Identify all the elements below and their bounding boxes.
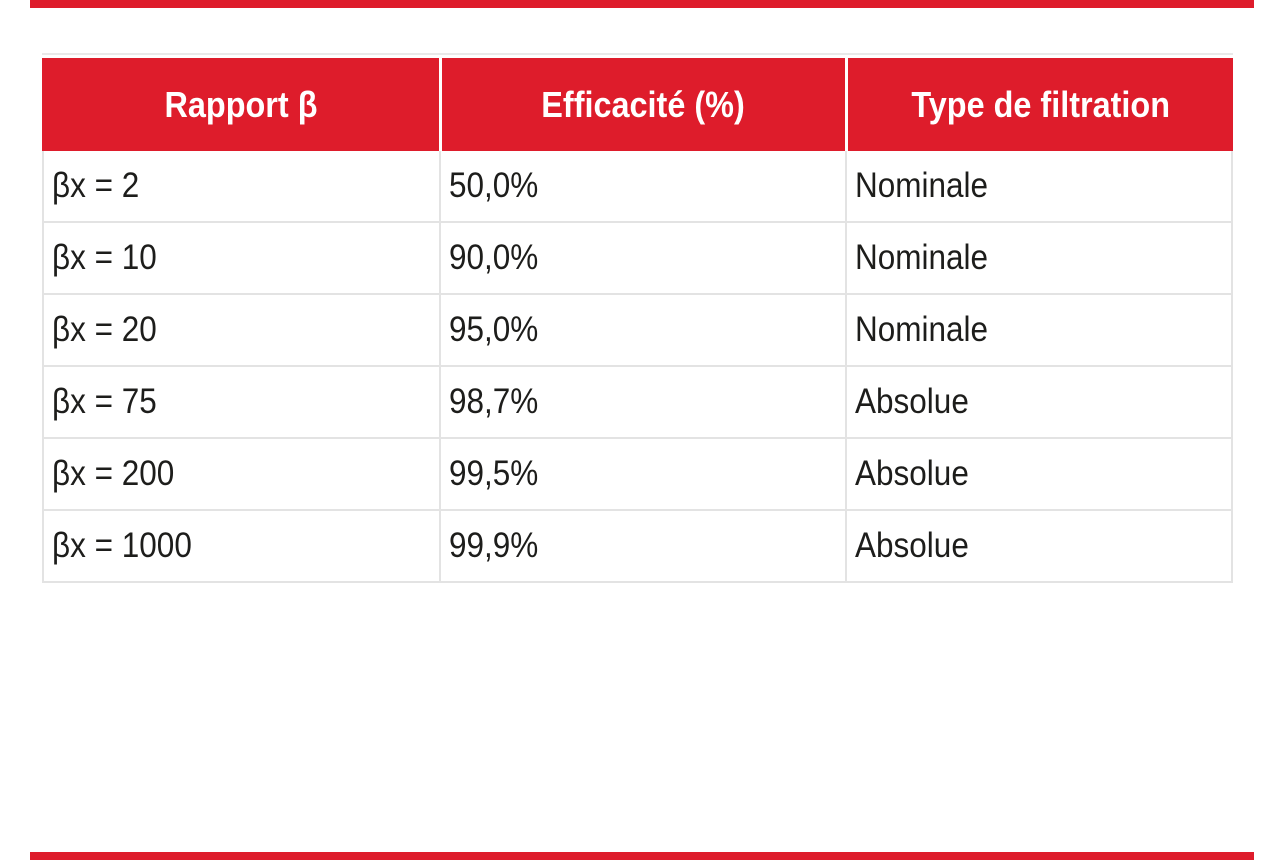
cell-efficacite: 50,0% bbox=[439, 151, 845, 221]
cell-type-text: Absolue bbox=[855, 382, 969, 421]
cell-efficacite: 95,0% bbox=[439, 295, 845, 365]
table-header-row: Rapport β Efficacité (%) Type de filtrat… bbox=[42, 58, 1233, 151]
table-body: βx = 2 50,0% Nominale βx = 10 90,0% Nomi… bbox=[42, 151, 1233, 583]
header-cell-efficacite: Efficacité (%) bbox=[439, 58, 845, 151]
cell-rapport: βx = 10 bbox=[44, 223, 439, 293]
cell-type-text: Absolue bbox=[855, 454, 969, 493]
cell-type: Nominale bbox=[845, 295, 1231, 365]
page-bottom-edge-bar bbox=[30, 852, 1254, 860]
cell-type-text: Nominale bbox=[855, 166, 989, 205]
filtration-table: Rapport β Efficacité (%) Type de filtrat… bbox=[42, 53, 1233, 583]
cell-type-text: Absolue bbox=[855, 526, 969, 565]
table-top-rule bbox=[42, 53, 1233, 55]
table-row: βx = 20 95,0% Nominale bbox=[44, 295, 1231, 367]
cell-type: Absolue bbox=[845, 439, 1231, 509]
cell-rapport: βx = 200 bbox=[44, 439, 439, 509]
header-cell-type: Type de filtration bbox=[845, 58, 1233, 151]
page-top-edge-bar bbox=[30, 0, 1254, 8]
cell-efficacite-text: 90,0% bbox=[449, 238, 539, 277]
cell-efficacite: 99,9% bbox=[439, 511, 845, 581]
cell-rapport: βx = 2 bbox=[44, 151, 439, 221]
table-row: βx = 75 98,7% Absolue bbox=[44, 367, 1231, 439]
table-row: βx = 2 50,0% Nominale bbox=[44, 151, 1231, 223]
cell-type-text: Nominale bbox=[855, 310, 989, 349]
cell-rapport-text: βx = 1000 bbox=[52, 526, 192, 565]
cell-rapport: βx = 1000 bbox=[44, 511, 439, 581]
cell-type: Absolue bbox=[845, 367, 1231, 437]
cell-efficacite: 99,5% bbox=[439, 439, 845, 509]
cell-efficacite: 90,0% bbox=[439, 223, 845, 293]
header-cell-type-label: Type de filtration bbox=[911, 83, 1170, 125]
cell-efficacite-text: 99,5% bbox=[449, 454, 539, 493]
cell-efficacite-text: 95,0% bbox=[449, 310, 539, 349]
table-row: βx = 1000 99,9% Absolue bbox=[44, 511, 1231, 583]
cell-rapport-text: βx = 200 bbox=[52, 454, 175, 493]
header-cell-rapport: Rapport β bbox=[42, 58, 439, 151]
cell-type: Nominale bbox=[845, 151, 1231, 221]
table-row: βx = 200 99,5% Absolue bbox=[44, 439, 1231, 511]
cell-efficacite: 98,7% bbox=[439, 367, 845, 437]
cell-efficacite-text: 98,7% bbox=[449, 382, 539, 421]
cell-efficacite-text: 99,9% bbox=[449, 526, 539, 565]
cell-rapport-text: βx = 75 bbox=[52, 382, 157, 421]
cell-type: Absolue bbox=[845, 511, 1231, 581]
cell-rapport-text: βx = 20 bbox=[52, 310, 157, 349]
cell-rapport-text: βx = 2 bbox=[52, 166, 140, 205]
cell-type: Nominale bbox=[845, 223, 1231, 293]
header-cell-efficacite-label: Efficacité (%) bbox=[541, 83, 746, 125]
table-row: βx = 10 90,0% Nominale bbox=[44, 223, 1231, 295]
cell-efficacite-text: 50,0% bbox=[449, 166, 539, 205]
header-cell-rapport-label: Rapport β bbox=[164, 83, 317, 125]
cell-rapport: βx = 75 bbox=[44, 367, 439, 437]
cell-rapport-text: βx = 10 bbox=[52, 238, 157, 277]
cell-type-text: Nominale bbox=[855, 238, 989, 277]
cell-rapport: βx = 20 bbox=[44, 295, 439, 365]
